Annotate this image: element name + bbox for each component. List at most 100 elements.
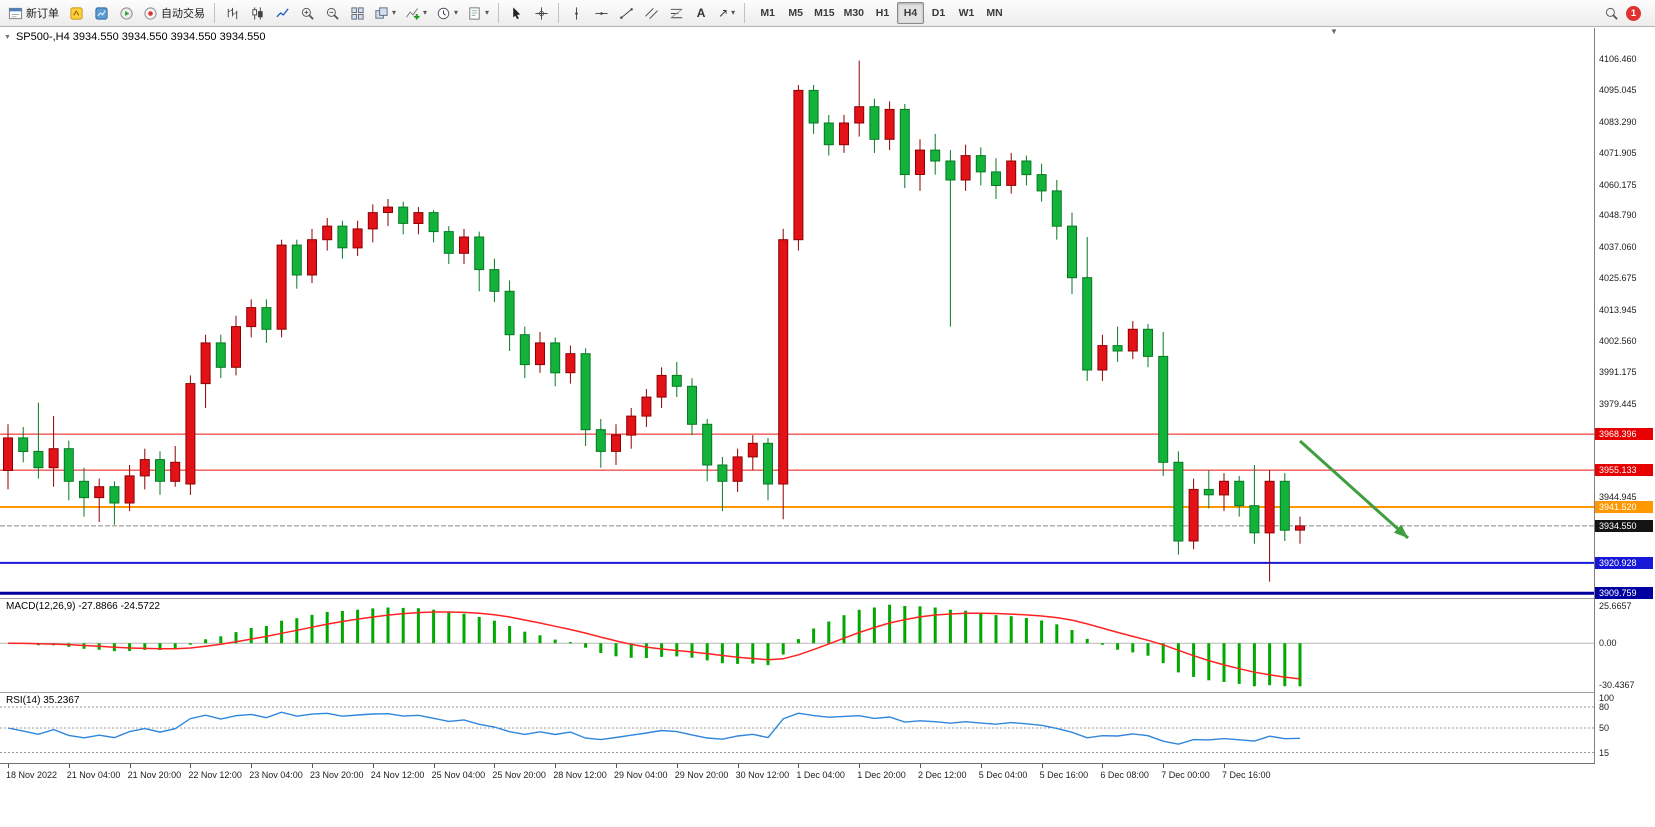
timeframe-group: M1 M5 M15 M30 H1 H4 D1 W1 MN	[754, 2, 1008, 24]
fibonacci-tool-button[interactable]	[664, 2, 688, 24]
templates-button[interactable]: ▾	[463, 2, 493, 24]
timeframe-w1-button[interactable]: W1	[958, 7, 975, 19]
annotation-arrow	[1298, 439, 1410, 540]
auto-trading-icon	[144, 6, 157, 20]
time-tick	[8, 764, 9, 768]
price-scale-label: 4025.675	[1599, 273, 1637, 284]
macd-canvas[interactable]	[0, 599, 1594, 692]
zoom-out-icon	[326, 7, 339, 20]
timeframe-d1-button[interactable]: D1	[931, 7, 946, 19]
time-tick	[372, 764, 374, 768]
one-click-trading-arrow-icon[interactable]: ▼	[4, 33, 11, 41]
rsi-canvas[interactable]	[0, 693, 1594, 763]
caret-down-icon: ▾	[454, 8, 459, 17]
trendline-tool-button[interactable]	[614, 2, 638, 24]
rsi-scale-label: 50	[1599, 723, 1610, 733]
arrow-tool-icon: ↗	[718, 6, 729, 20]
caret-down-icon: ▾	[731, 8, 736, 17]
cursor-tool-button[interactable]	[504, 2, 528, 24]
chart-shift-marker-icon[interactable]: ▼	[1330, 28, 1338, 36]
macd-histogram	[21, 604, 1302, 687]
timeframe-m30-button[interactable]: M30	[843, 7, 865, 19]
timeframe-m1-button[interactable]: M1	[760, 7, 775, 19]
time-tick	[190, 764, 192, 768]
cascade-windows-button[interactable]: ▾	[370, 2, 400, 24]
time-tick	[1163, 764, 1165, 768]
time-label: 30 Nov 12:00	[735, 770, 790, 780]
timeframe-h4-button[interactable]: H4	[897, 2, 925, 24]
arrows-tool-button[interactable]: ↗ ▾	[714, 2, 739, 24]
timeframe-m15-button[interactable]: M15	[814, 7, 835, 19]
symbol-title: ▼ SP500-,H4 3934.550 3934.550 3934.550 3…	[4, 31, 266, 43]
crosshair-tool-button[interactable]	[529, 2, 553, 24]
metaeditor-button[interactable]	[64, 2, 88, 24]
time-tick	[68, 764, 70, 768]
price-scale[interactable]: 4106.460 4095.045 4083.290 4071.905 4060.175…	[1594, 28, 1655, 764]
time-tick	[129, 764, 131, 768]
indicators-button[interactable]: ▾	[401, 2, 431, 24]
panel-separator[interactable]	[0, 598, 1655, 599]
price-chart-panel[interactable]: ▼ SP500-,H4 3934.550 3934.550 3934.550 3…	[0, 28, 1594, 598]
time-axis[interactable]: 18 Nov 2022 21 Nov 04:00 21 Nov 20:00 22 No…	[0, 764, 1655, 788]
strategy-tester-button[interactable]	[114, 2, 138, 24]
market-quotes-button[interactable]	[89, 2, 113, 24]
price-line-badge: 3909.759	[1595, 587, 1653, 600]
time-axis-separator	[0, 763, 1655, 764]
search-icon[interactable]	[1604, 6, 1619, 21]
auto-trading-button[interactable]: 自动交易	[139, 2, 209, 24]
price-scale-label: 3944.945	[1599, 492, 1637, 503]
toolbar-right: 1	[1604, 5, 1651, 21]
macd-scale-label: 0.00	[1599, 638, 1617, 649]
time-label: 1 Dec 04:00	[796, 770, 845, 780]
price-scale-label: 3979.445	[1599, 398, 1637, 409]
auto-trading-label: 自动交易	[161, 8, 205, 20]
periods-button[interactable]: ▾	[432, 2, 462, 24]
time-label: 18 Nov 2022	[6, 770, 58, 780]
zoom-out-button[interactable]	[320, 2, 344, 24]
tile-windows-button[interactable]	[345, 2, 369, 24]
vertical-line-tool-button[interactable]	[564, 2, 588, 24]
macd-panel[interactable]: MACD(12,26,9) -27.8866 -24.5722	[0, 599, 1594, 692]
time-label: 23 Nov 20:00	[310, 770, 364, 780]
price-line-badge: 3968.396	[1595, 428, 1653, 441]
time-tick	[616, 764, 617, 768]
price-scale-label: 3991.175	[1599, 366, 1637, 377]
annotation-arrow-head	[1393, 524, 1408, 538]
new-order-icon	[8, 7, 23, 19]
rsi-panel[interactable]: RSI(14) 35.2367	[0, 693, 1594, 763]
cascade-windows-icon	[375, 6, 388, 19]
bar-chart-mode-button[interactable]	[220, 2, 244, 24]
time-label: 7 Dec 00:00	[1161, 770, 1210, 780]
channel-tool-button[interactable]	[639, 2, 663, 24]
text-tool-button[interactable]: A	[689, 2, 713, 24]
crosshair-icon	[534, 6, 548, 20]
template-icon	[469, 6, 480, 20]
notification-badge[interactable]: 1	[1626, 5, 1641, 21]
price-line-badge: 3920.928	[1595, 556, 1653, 569]
chart-workspace: ▼ SP500-,H4 3934.550 3934.550 3934.550 3…	[0, 28, 1655, 827]
time-tick	[859, 764, 861, 768]
price-scale-label: 4083.290	[1599, 116, 1637, 127]
time-tick	[251, 764, 253, 768]
zoom-in-button[interactable]	[295, 2, 319, 24]
timeframe-m5-button[interactable]: M5	[788, 7, 803, 19]
clock-icon	[437, 7, 450, 19]
time-label: 24 Nov 12:00	[370, 770, 425, 780]
horizontal-line-tool-button[interactable]	[589, 2, 613, 24]
new-order-button[interactable]: 新订单	[4, 2, 63, 24]
rsi-scale-label: 80	[1599, 702, 1610, 712]
macd-scale-label: -30.4367	[1599, 680, 1635, 690]
panel-separator[interactable]	[0, 692, 1655, 693]
line-chart-mode-button[interactable]	[270, 2, 294, 24]
tile-windows-icon	[350, 6, 364, 20]
time-tick	[494, 764, 496, 768]
time-label: 21 Nov 04:00	[66, 770, 121, 780]
price-chart-canvas[interactable]	[0, 28, 1594, 598]
time-tick	[1041, 764, 1043, 768]
horizontal-line-icon	[594, 11, 608, 15]
candlestick-mode-button[interactable]	[245, 2, 269, 24]
timeframe-mn-button[interactable]: MN	[986, 7, 1003, 19]
timeframe-h1-button[interactable]: H1	[875, 7, 890, 19]
time-tick	[676, 764, 678, 768]
